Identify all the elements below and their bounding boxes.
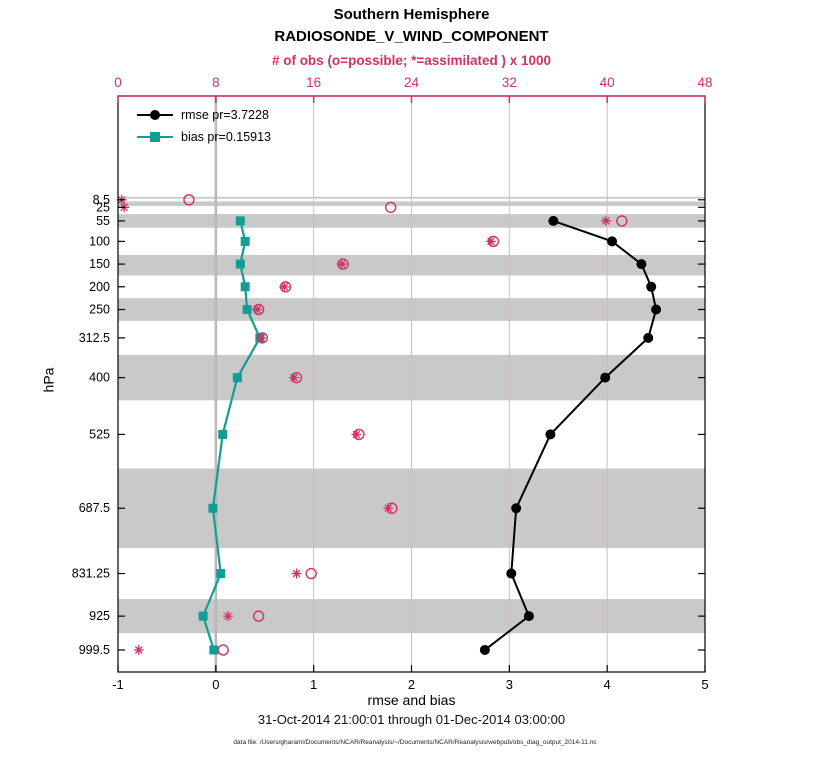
top-tick-label: 40 — [600, 75, 615, 90]
bias-legend-swatch — [137, 131, 173, 143]
assimilated-obs-marker — [291, 568, 302, 579]
rmse-marker — [479, 644, 490, 655]
assimilated-obs-marker — [336, 259, 347, 270]
left-tick-label: 200 — [89, 280, 110, 294]
data-file-path: data file: /Users/gharami/Documents/NCAR… — [233, 739, 597, 746]
bias-marker — [208, 503, 218, 513]
left-tick-label: 100 — [89, 234, 110, 248]
bottom-tick-label: -1 — [112, 677, 124, 692]
rmse-marker — [506, 568, 517, 579]
rmse-marker — [607, 236, 618, 247]
possible-obs-marker — [616, 215, 628, 227]
rmse-marker — [511, 503, 522, 514]
bottom-tick-label: 3 — [506, 677, 513, 692]
left-tick-label: 250 — [89, 303, 110, 317]
left-tick-label: 831.25 — [72, 567, 110, 581]
rmse-line — [484, 219, 658, 651]
bottom-tick-label: 0 — [212, 677, 219, 692]
assimilated-obs-marker — [133, 644, 144, 655]
legend-label-rmse: rmse pr=3.7228 — [181, 108, 269, 122]
left-tick-label: 925 — [89, 609, 110, 623]
assimilated-obs-marker — [351, 429, 362, 440]
left-tick-label: 312.5 — [79, 331, 110, 345]
top-tick-label: 48 — [697, 75, 712, 90]
left-tick-label: 400 — [89, 371, 110, 385]
bias-marker — [218, 429, 228, 439]
left-tick-label: 525 — [89, 427, 110, 441]
bias-line — [202, 220, 261, 651]
bias-marker — [242, 305, 252, 315]
bottom-tick-label: 4 — [604, 677, 611, 692]
bottom-tick-label: 5 — [701, 677, 708, 692]
left-tick-label: 687.5 — [79, 501, 110, 515]
bias-marker — [198, 611, 208, 621]
bias-marker — [240, 236, 250, 246]
bottom-tick-label: 1 — [310, 677, 317, 692]
assimilated-obs-marker — [223, 611, 234, 622]
legend: rmse pr=3.7228 bias pr=0.15913 — [137, 104, 271, 148]
bias-marker — [235, 259, 245, 269]
assimilated-obs-marker — [383, 503, 394, 514]
bias-marker — [232, 373, 242, 383]
bias-marker — [235, 216, 245, 226]
legend-item-bias: bias pr=0.15913 — [137, 126, 271, 148]
obs-count-note: # of obs (o=possible; *=assimilated ) x … — [271, 53, 552, 68]
y-axis-label: hPa — [40, 367, 57, 393]
top-tick-label: 32 — [502, 75, 517, 90]
top-tick-label: 24 — [404, 75, 420, 90]
possible-obs-marker — [217, 644, 229, 656]
rmse-marker — [643, 332, 654, 343]
chart-title: Southern Hemisphere — [333, 6, 490, 23]
possible-obs-marker — [252, 610, 265, 622]
left-tick-label: 25 — [96, 200, 110, 214]
legend-label-bias: bias pr=0.15913 — [181, 130, 272, 144]
chart-subtitle: RADIOSONDE_V_WIND_COMPONENT — [274, 28, 549, 45]
rmse-marker — [646, 281, 657, 292]
left-tick-label: 999.5 — [79, 643, 110, 657]
date-range: 31-Oct-2014 21:00:01 through 01-Dec-2014… — [257, 712, 566, 727]
filled-square-icon — [150, 132, 160, 142]
rmse-marker — [600, 372, 611, 383]
assimilated-obs-marker — [600, 215, 611, 226]
rmse-marker — [548, 215, 559, 226]
rmse-legend-swatch — [137, 109, 173, 121]
assimilated-obs-marker — [279, 281, 290, 292]
left-tick-label: 8.5 — [93, 193, 110, 207]
top-tick-label: 16 — [306, 75, 321, 90]
possible-obs-marker — [385, 201, 397, 213]
rmse-marker — [651, 304, 662, 315]
bias-marker — [216, 569, 226, 579]
possible-obs-marker — [305, 567, 317, 580]
legend-item-rmse: rmse pr=3.7228 — [137, 104, 271, 126]
possible-obs-marker — [183, 194, 195, 206]
rmse-marker — [545, 429, 556, 440]
bias-marker — [240, 282, 250, 292]
assimilated-obs-marker — [252, 304, 263, 315]
left-tick-label: 55 — [96, 214, 110, 228]
rmse-marker — [636, 259, 647, 270]
assimilated-obs-marker — [256, 332, 267, 343]
assimilated-obs-marker — [289, 372, 300, 383]
left-tick-label: 150 — [89, 257, 110, 271]
assimilated-obs-marker — [485, 236, 496, 247]
filled-circle-icon — [150, 110, 160, 120]
top-tick-label: 8 — [212, 75, 220, 90]
bottom-tick-label: 2 — [408, 677, 415, 692]
x-axis-label: rmse and bias — [367, 692, 456, 708]
bias-marker — [209, 645, 219, 655]
rmse-marker — [523, 611, 534, 622]
top-tick-label: 0 — [114, 75, 122, 90]
